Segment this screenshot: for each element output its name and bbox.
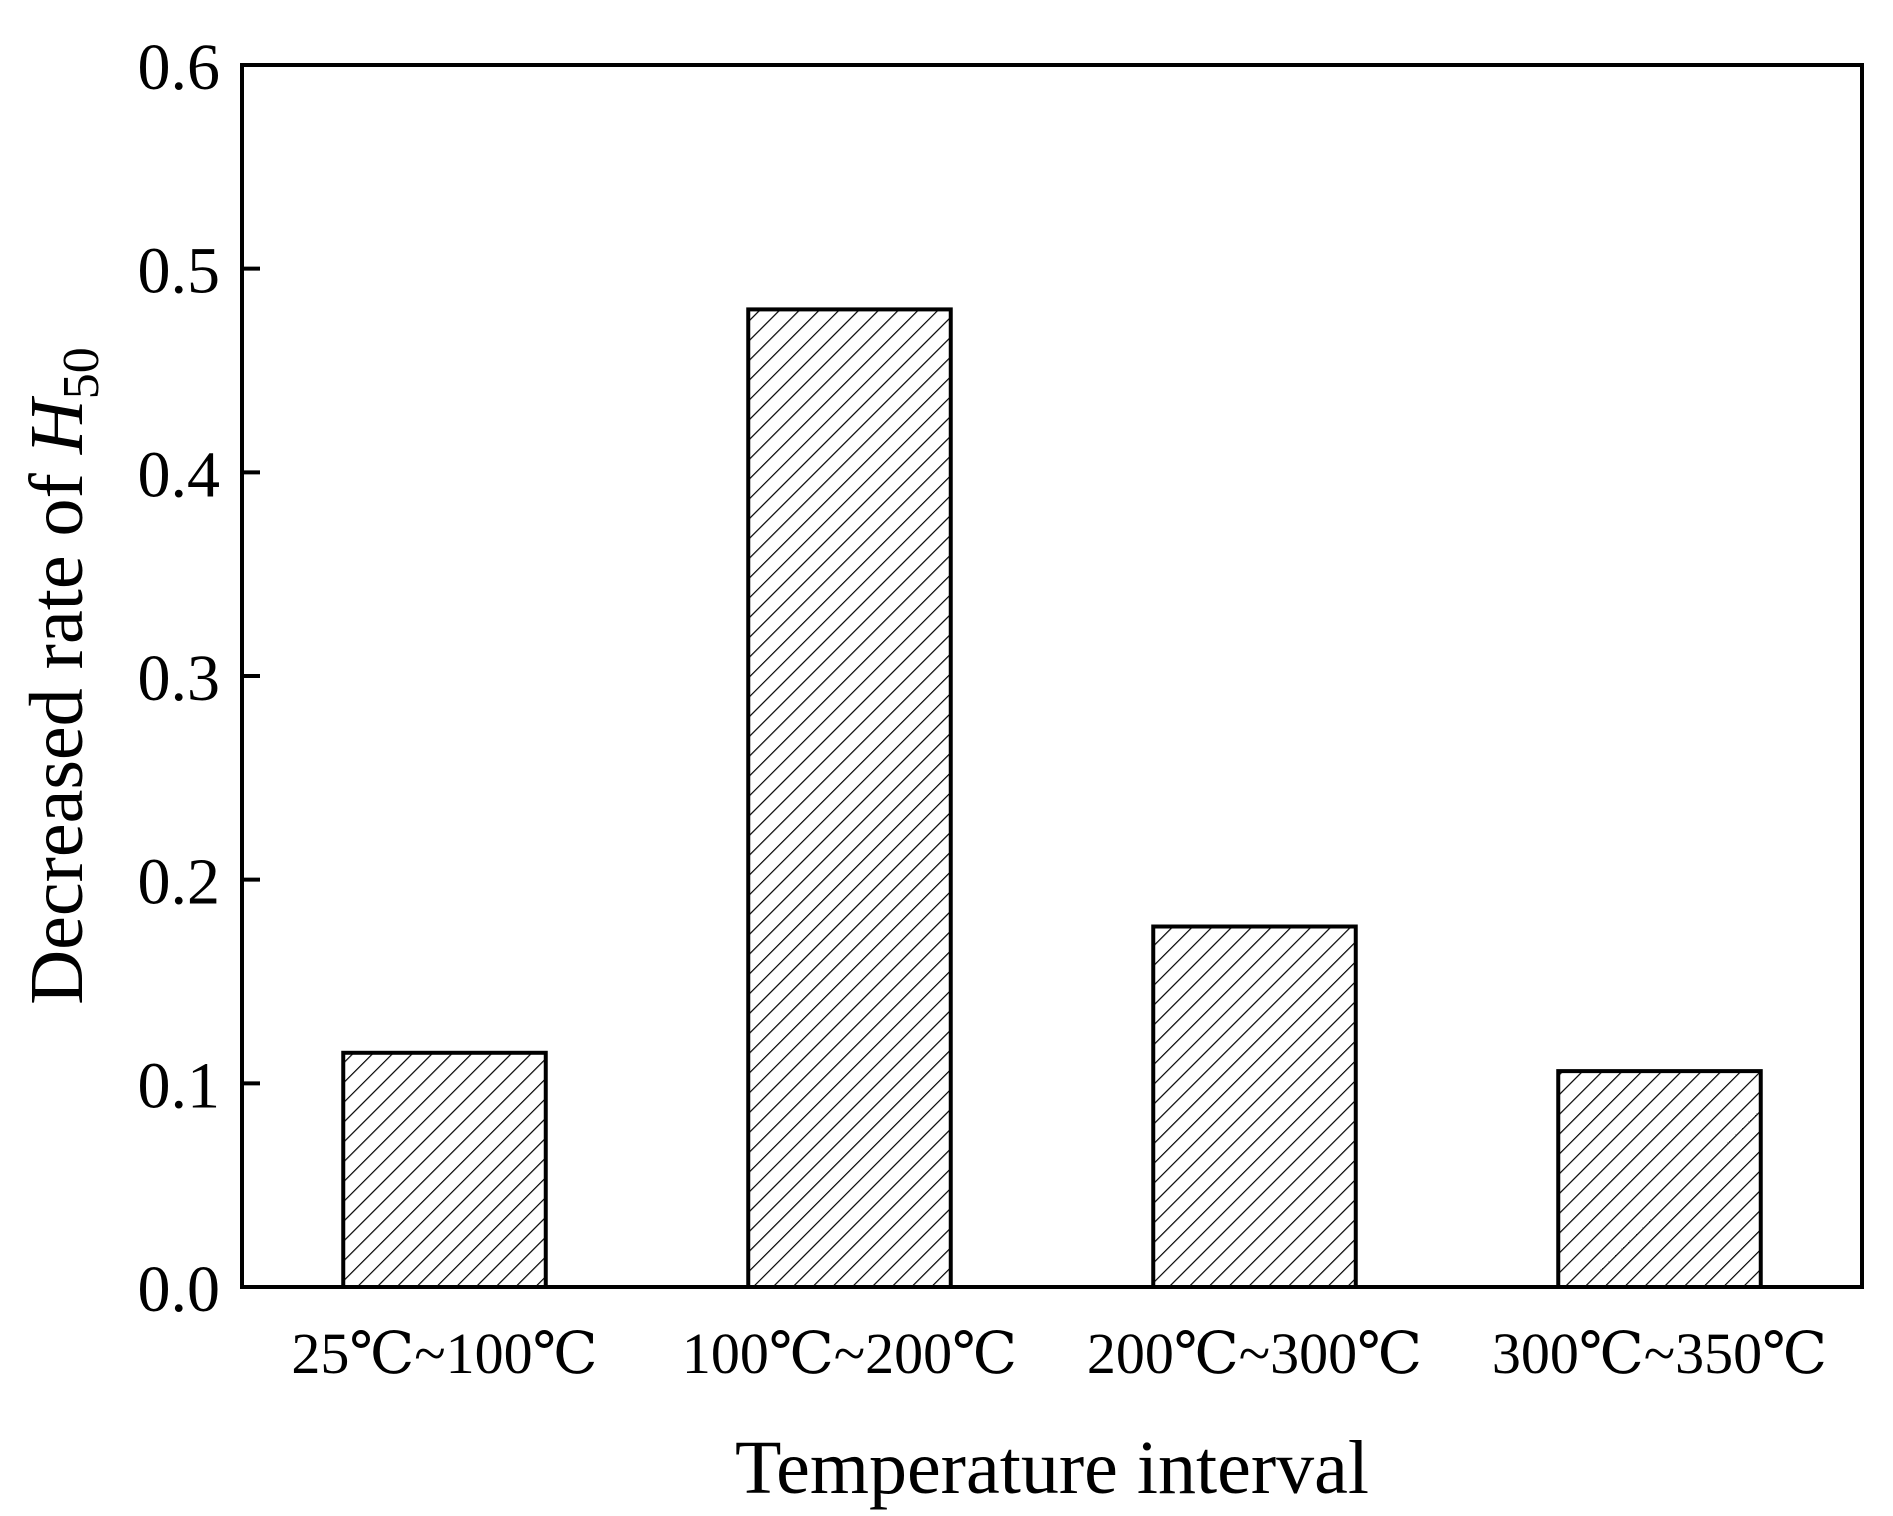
y-axis-title-prefix: Decreased rate of bbox=[15, 454, 99, 1005]
x-axis-title: Temperature interval bbox=[735, 1426, 1369, 1510]
x-tick-label: 100℃~200℃ bbox=[682, 1321, 1017, 1386]
bars-layer bbox=[341, 307, 1763, 1289]
y-tick-label: 0.3 bbox=[138, 642, 221, 715]
y-tick-label: 0.6 bbox=[138, 31, 221, 104]
bar bbox=[1556, 1069, 1763, 1289]
y-axis-title-subscript: 50 bbox=[53, 347, 110, 399]
y-tick-label: 0.0 bbox=[138, 1253, 221, 1326]
plot-frame bbox=[240, 63, 1864, 1289]
y-axis-title: Decreased rate of H50 bbox=[15, 347, 110, 1005]
bar bbox=[1151, 924, 1358, 1289]
y-axis-ticks: 0.0 0.1 0.2 0.3 0.4 0.5 0.6 bbox=[138, 31, 260, 1326]
y-tick-label: 0.1 bbox=[138, 1049, 221, 1122]
x-axis-ticks: 25℃~100℃ 100℃~200℃ 200℃~300℃ 300℃~350℃ bbox=[291, 1321, 1827, 1386]
y-axis-title-variable: H bbox=[15, 395, 99, 455]
y-tick-label: 0.2 bbox=[138, 846, 221, 919]
y-tick-label: 0.5 bbox=[138, 235, 221, 308]
x-tick-label: 200℃~300℃ bbox=[1087, 1321, 1422, 1386]
y-tick-label: 0.4 bbox=[138, 438, 221, 511]
bar bbox=[341, 1050, 548, 1289]
x-tick-label: 25℃~100℃ bbox=[291, 1321, 597, 1386]
x-tick-label: 300℃~350℃ bbox=[1492, 1321, 1827, 1386]
bar bbox=[746, 307, 953, 1289]
